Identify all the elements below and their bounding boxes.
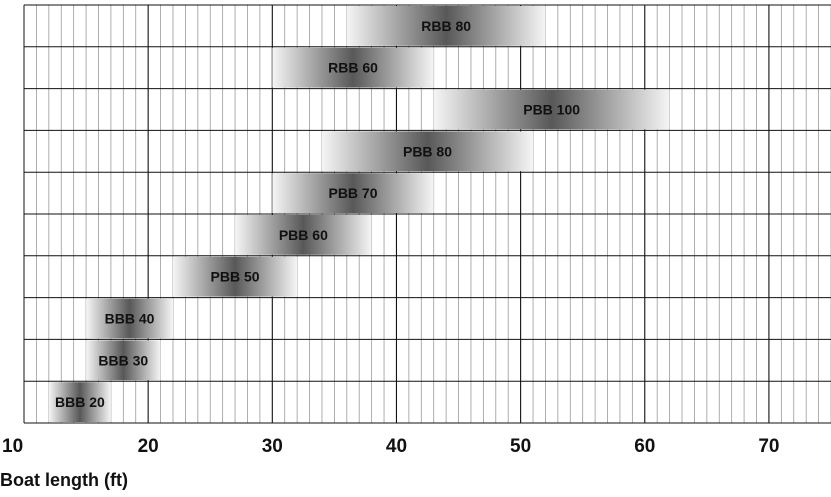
x-tick-label: 40 <box>386 436 407 457</box>
x-tick-label: 70 <box>758 436 779 457</box>
range-bar-rbb-80 <box>346 6 546 46</box>
range-bar-pbb-50 <box>172 256 298 297</box>
x-tick-label: 20 <box>138 436 159 457</box>
bar-label: RBB 80 <box>421 18 471 34</box>
x-tick-label: 50 <box>510 436 531 457</box>
range-bar-pbb-70 <box>272 173 434 213</box>
range-bar-pbb-60 <box>235 215 372 255</box>
range-bar-bbb-20 <box>48 382 111 422</box>
bar-labels: BBB 20 BBB 30 BBB 40 PBB 50 PBB 60 PBB 70 PBB … <box>55 18 580 410</box>
bars <box>48 6 670 422</box>
range-bar-pbb-80 <box>321 131 534 172</box>
bar-label: PBB 80 <box>403 143 452 159</box>
range-bar-rbb-60 <box>272 47 434 88</box>
bar-label: PBB 60 <box>279 227 328 243</box>
x-tick-labels: 10 20 30 40 50 60 70 <box>2 436 779 457</box>
x-axis-title: Boat length (ft) <box>0 470 128 490</box>
bar-label: BBB 30 <box>98 352 148 368</box>
bar-label: BBB 20 <box>55 394 105 410</box>
range-bar-pbb-100 <box>433 89 670 130</box>
x-tick-label: 10 <box>2 436 23 457</box>
bar-label: BBB 40 <box>105 311 155 327</box>
bar-label: PBB 70 <box>328 185 377 201</box>
x-tick-label: 60 <box>634 436 655 457</box>
bar-label: PBB 100 <box>523 102 580 118</box>
grid <box>23 4 831 424</box>
range-bar-bbb-30 <box>86 340 161 381</box>
bar-label: PBB 50 <box>211 269 260 285</box>
range-bar-bbb-40 <box>86 298 173 339</box>
x-tick-label: 30 <box>262 436 283 457</box>
bar-label: RBB 60 <box>328 60 378 76</box>
